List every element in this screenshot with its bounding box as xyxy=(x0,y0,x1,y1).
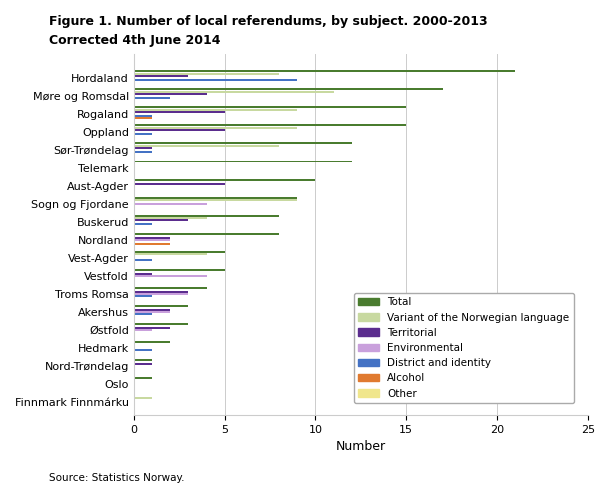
Bar xyxy=(134,70,515,72)
Bar xyxy=(134,237,170,239)
Bar xyxy=(134,111,224,113)
Bar xyxy=(134,117,152,119)
Bar xyxy=(134,129,224,131)
Bar xyxy=(134,311,170,313)
Bar xyxy=(134,329,152,331)
Bar xyxy=(134,233,279,235)
Bar xyxy=(134,341,170,343)
Bar xyxy=(134,397,152,399)
Bar xyxy=(134,313,152,315)
Bar xyxy=(134,223,152,225)
Bar xyxy=(134,93,207,95)
Text: Corrected 4th June 2014: Corrected 4th June 2014 xyxy=(49,34,220,47)
Bar xyxy=(134,259,152,261)
Bar xyxy=(134,133,152,135)
Bar xyxy=(134,144,279,147)
Bar xyxy=(134,91,334,93)
X-axis label: Number: Number xyxy=(336,441,386,453)
Bar xyxy=(134,106,406,108)
Bar xyxy=(134,244,170,245)
Bar xyxy=(134,127,297,129)
Bar xyxy=(134,253,207,255)
Bar xyxy=(134,124,406,126)
Bar xyxy=(134,203,207,205)
Bar xyxy=(134,363,152,365)
Bar xyxy=(134,79,297,81)
Legend: Total, Variant of the Norwegian language, Territorial, Environmental, District a: Total, Variant of the Norwegian language… xyxy=(354,293,573,403)
Bar xyxy=(134,359,152,361)
Bar xyxy=(134,115,152,117)
Bar xyxy=(134,88,443,90)
Bar xyxy=(134,199,297,201)
Bar xyxy=(134,142,352,144)
Bar xyxy=(134,239,170,241)
Bar xyxy=(134,305,188,306)
Bar xyxy=(134,349,152,351)
Bar xyxy=(134,97,170,99)
Text: Source: Statistics Norway.: Source: Statistics Norway. xyxy=(49,473,184,483)
Bar xyxy=(134,179,315,181)
Bar xyxy=(134,183,224,185)
Bar xyxy=(134,75,188,77)
Bar xyxy=(134,295,152,297)
Text: Figure 1. Number of local referendums, by subject. 2000-2013: Figure 1. Number of local referendums, b… xyxy=(49,15,487,28)
Bar xyxy=(134,197,297,199)
Bar xyxy=(134,73,279,75)
Bar xyxy=(134,323,188,325)
Bar xyxy=(134,268,224,270)
Bar xyxy=(134,275,207,277)
Bar xyxy=(134,291,188,293)
Bar xyxy=(134,293,188,295)
Bar xyxy=(134,109,297,111)
Bar xyxy=(134,250,224,253)
Bar xyxy=(134,151,152,153)
Bar xyxy=(134,219,188,221)
Bar xyxy=(134,273,152,275)
Bar xyxy=(134,147,152,149)
Bar xyxy=(134,327,170,329)
Bar xyxy=(134,377,152,379)
Bar xyxy=(134,309,170,311)
Bar xyxy=(134,286,207,288)
Bar xyxy=(134,161,352,163)
Bar xyxy=(134,215,279,217)
Bar xyxy=(134,217,207,219)
